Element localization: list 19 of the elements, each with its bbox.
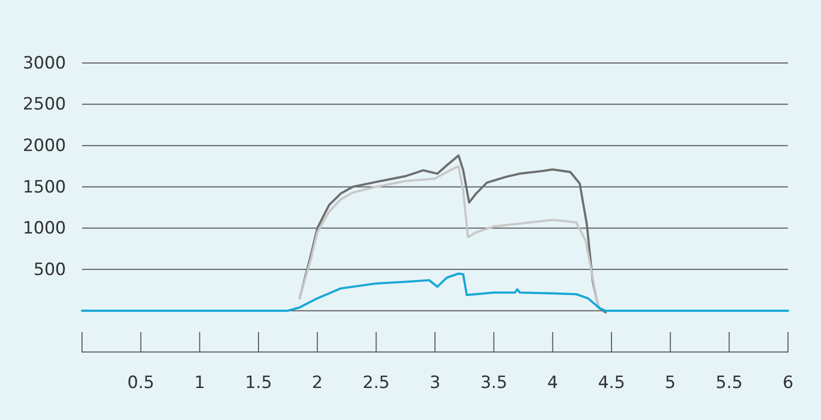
x-tick-label: 4.5 xyxy=(598,373,626,394)
x-tick-label: 0.5 xyxy=(127,373,154,394)
x-tick-label: 2.5 xyxy=(362,373,390,394)
x-tick-label: 6 xyxy=(782,373,794,394)
x-tick-label: 1 xyxy=(194,373,206,394)
x-tick-label: 5 xyxy=(664,373,676,394)
y-tick-label: 1000 xyxy=(22,218,66,239)
y-tick-label: 1500 xyxy=(22,177,66,198)
y-tick-label: 3000 xyxy=(22,53,66,74)
x-tick-label: 1.5 xyxy=(244,373,272,394)
y-tick-label: 500 xyxy=(34,260,66,280)
x-tick-label: 4 xyxy=(547,373,558,394)
x-tick-label: 2 xyxy=(312,373,323,394)
line-series xyxy=(80,272,790,312)
y-tick-label: 2500 xyxy=(22,94,66,115)
x-tick-label: 3 xyxy=(430,373,440,394)
x-tick-label: 3.5 xyxy=(480,373,508,394)
x-tick-label: 5.5 xyxy=(716,373,743,394)
y-tick-label: 2000 xyxy=(22,136,66,156)
